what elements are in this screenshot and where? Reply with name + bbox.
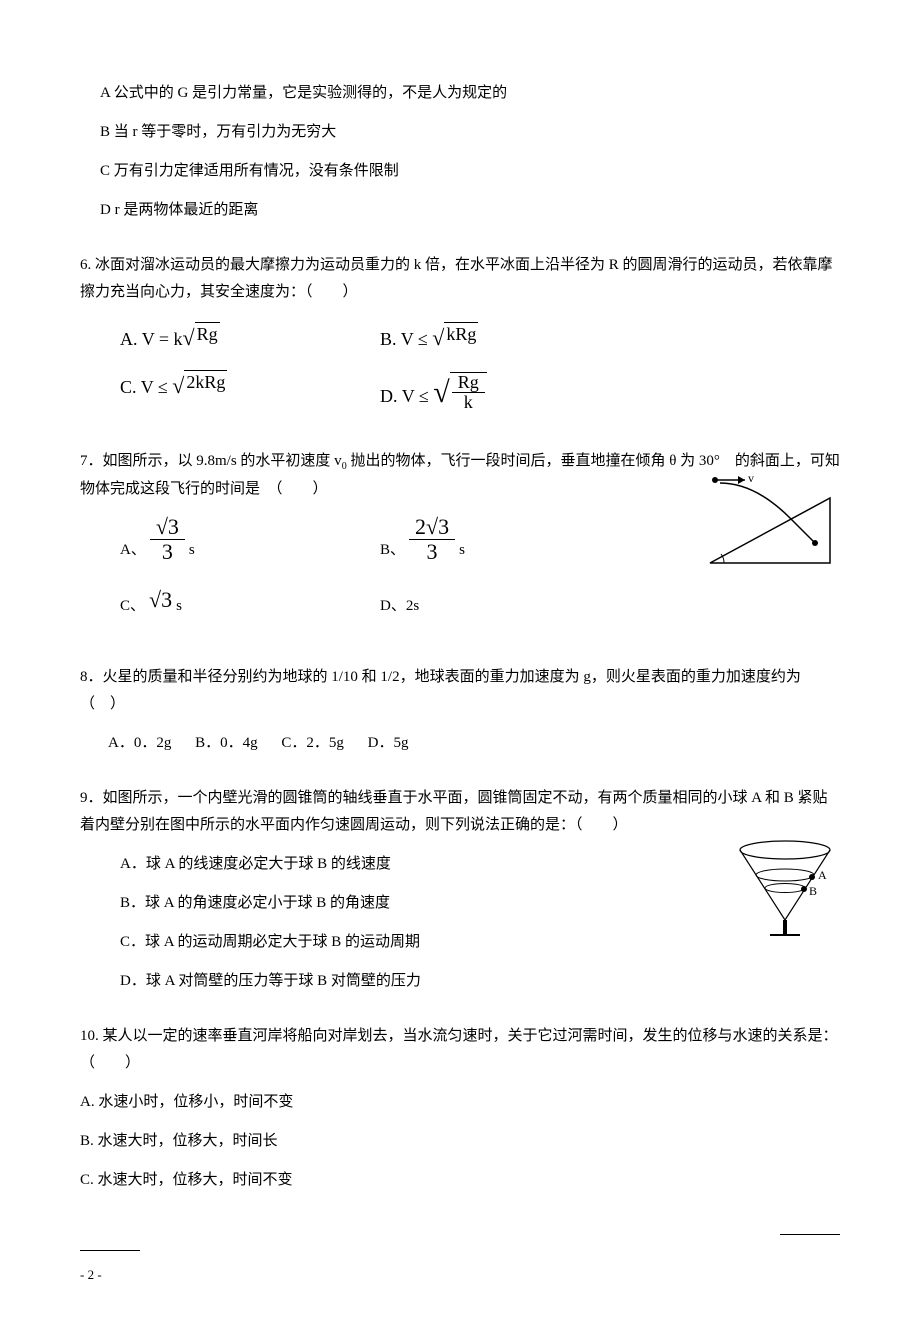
q5-option-b: B 当 r 等于零时，万有引力为无穷大 — [100, 119, 840, 146]
q6-option-c: C. V ≤ √2kRg — [120, 366, 380, 420]
q8-text: 8．火星的质量和半径分别约为地球的 1/10 和 1/2，地球表面的重力加速度为… — [80, 664, 840, 718]
q9-fig-label-a: A — [818, 868, 827, 882]
q6-option-d: D. V ≤ √Rgk — [380, 366, 640, 420]
q7-option-c: C、 √3 s — [120, 580, 380, 620]
question-9: 9．如图所示，一个内壁光滑的圆锥筒的轴线垂直于水平面，圆锥筒固定不动，有两个质量… — [80, 785, 840, 995]
q9-option-d: D．球 A 对筒壁的压力等于球 B 对筒壁的压力 — [120, 968, 840, 995]
footer-line-right — [780, 1234, 840, 1235]
q5-option-c: C 万有引力定律适用所有情况，没有条件限制 — [100, 158, 840, 185]
q7-figure-projectile-icon: v — [700, 468, 840, 578]
page-number: - 2 - — [80, 1263, 840, 1286]
q8-option-c: C．2．5g — [281, 735, 344, 751]
q9-fig-label-b: B — [809, 884, 817, 898]
q6-row-2: C. V ≤ √2kRg D. V ≤ √Rgk — [120, 366, 840, 420]
q10-option-a: A. 水速小时，位移小，时间不变 — [80, 1089, 840, 1116]
q7-option-b: B、 2√33 s — [380, 515, 640, 564]
q10-option-b: B. 水速大时，位移大，时间长 — [80, 1128, 840, 1155]
q8-options: A．0．2g B．0．4g C．2．5g D．5g — [108, 730, 840, 757]
q9-figure-cone-icon: A B — [730, 835, 840, 945]
question-7: 7．如图所示，以 9.8m/s 的水平初速度 v0 抛出的物体，飞行一段时间后，… — [80, 448, 840, 636]
q10-option-c: C. 水速大时，位移大，时间不变 — [80, 1167, 840, 1194]
question-8: 8．火星的质量和半径分别约为地球的 1/10 和 1/2，地球表面的重力加速度为… — [80, 664, 840, 757]
question-6: 6. 冰面对溜冰运动员的最大摩擦力为运动员重力的 k 倍，在水平冰面上沿半径为 … — [80, 252, 840, 420]
q7-option-a: A、 √33 s — [120, 515, 380, 564]
q10-text: 10. 某人以一定的速率垂直河岸将船向对岸划去，当水流匀速时，关于它过河需时间，… — [80, 1023, 840, 1077]
q8-option-b: B．0．4g — [195, 735, 258, 751]
question-5-options: A 公式中的 G 是引力常量，它是实验测得的，不是人为规定的 B 当 r 等于零… — [80, 80, 840, 224]
page-footer: - 2 - — [80, 1234, 840, 1286]
q9-text: 9．如图所示，一个内壁光滑的圆锥筒的轴线垂直于水平面，圆锥筒固定不动，有两个质量… — [80, 785, 840, 839]
q6-text: 6. 冰面对溜冰运动员的最大摩擦力为运动员重力的 k 倍，在水平冰面上沿半径为 … — [80, 252, 840, 306]
q5-option-d: D r 是两物体最近的距离 — [100, 197, 840, 224]
q5-option-a: A 公式中的 G 是引力常量，它是实验测得的，不是人为规定的 — [100, 80, 840, 107]
q7-option-d: D、 2s — [380, 580, 640, 620]
q6-option-b: B. V ≤ √kRg — [380, 318, 640, 358]
footer-line-left — [80, 1250, 140, 1251]
q7-fig-velocity-label: v — [748, 471, 754, 485]
question-10: 10. 某人以一定的速率垂直河岸将船向对岸划去，当水流匀速时，关于它过河需时间，… — [80, 1023, 840, 1194]
q8-option-d: D．5g — [368, 735, 409, 751]
q6-option-a: A. V = k√Rg — [120, 318, 380, 358]
q6-row-1: A. V = k√Rg B. V ≤ √kRg — [120, 318, 840, 358]
q8-option-a: A．0．2g — [108, 735, 171, 751]
